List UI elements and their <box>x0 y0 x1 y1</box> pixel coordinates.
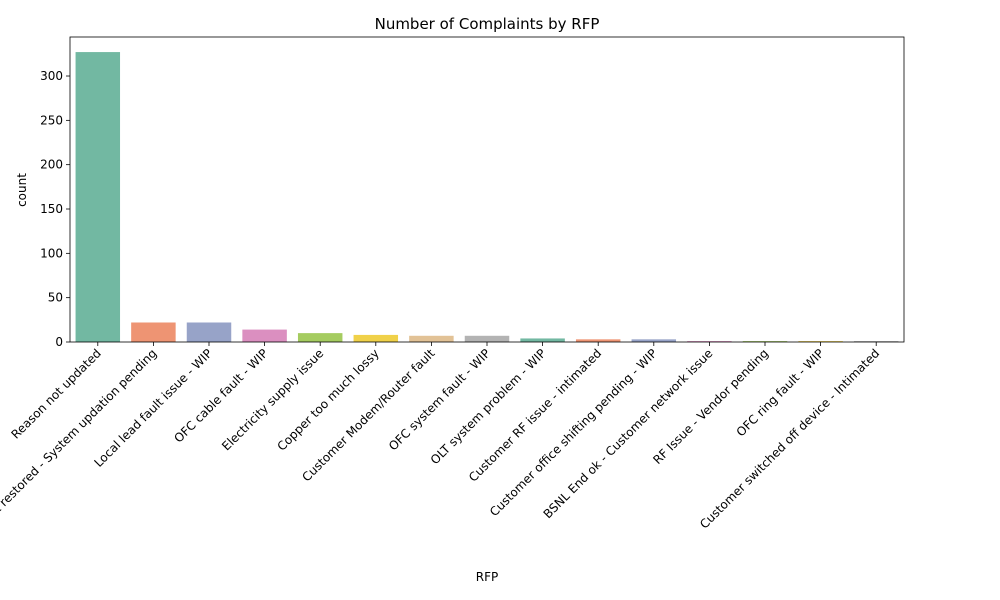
chart-title: Number of Complaints by RFP <box>375 15 600 33</box>
y-tick-label: 250 <box>40 113 63 127</box>
bar <box>575 339 621 342</box>
bar <box>409 335 454 342</box>
bars-group <box>75 52 899 343</box>
bar <box>186 322 232 342</box>
bar <box>520 338 565 342</box>
y-tick-label: 0 <box>55 335 63 349</box>
x-tick-label: Reason not updated <box>9 346 104 441</box>
x-tick-label: Local lead fault issue - WIP <box>91 346 215 470</box>
plot-frame <box>69 36 905 343</box>
y-axis-ticks: 0 50 100 150 200 250 300 <box>40 69 70 349</box>
y-tick-label: 200 <box>40 158 63 172</box>
x-tick-label: RF Issue - Vendor pending <box>650 346 771 467</box>
bar <box>742 341 788 342</box>
x-tick-label: OFC cable fault - WIP <box>171 346 270 445</box>
y-tick-label: 150 <box>40 202 63 216</box>
y-axis-label: count <box>15 173 29 207</box>
bar <box>297 333 343 342</box>
bar <box>75 52 121 343</box>
bar <box>242 329 287 342</box>
bar <box>798 341 843 342</box>
bar <box>464 335 510 342</box>
bar <box>631 339 677 342</box>
x-axis-label: RFP <box>476 570 498 584</box>
y-tick-label: 100 <box>40 246 63 260</box>
bar <box>853 341 899 342</box>
x-tick-label: Copper too much lossy <box>275 346 382 453</box>
bar <box>687 341 732 342</box>
bar <box>131 322 176 342</box>
y-tick-label: 300 <box>40 69 63 83</box>
y-tick-label: 50 <box>48 291 63 305</box>
bar <box>353 334 399 342</box>
x-tick-label: Electricity supply issue <box>219 346 326 453</box>
x-tick-label: OLT system problem - WIP <box>428 346 549 467</box>
x-tick-label: OFC system fault - WIP <box>386 346 493 453</box>
